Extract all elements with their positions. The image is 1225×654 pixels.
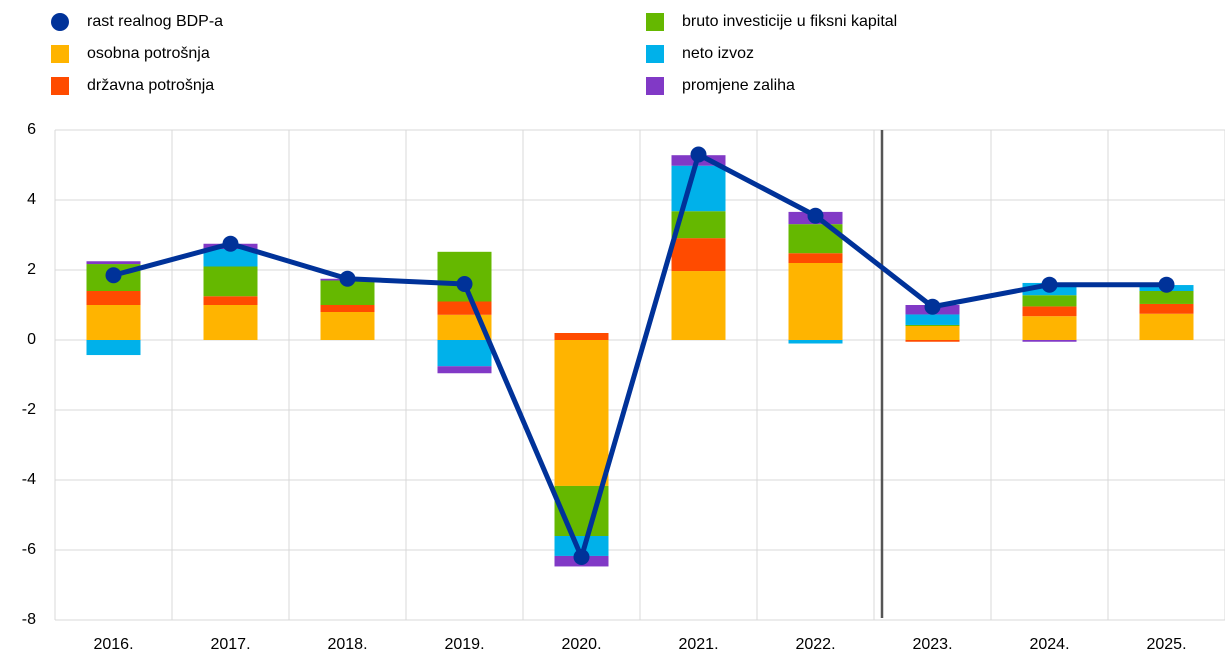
legend-marker <box>51 45 69 63</box>
line-point <box>573 549 590 565</box>
line-point <box>1158 276 1175 293</box>
y-tick-label: 0 <box>27 331 36 348</box>
legend-marker <box>51 77 69 95</box>
bar-segment <box>554 340 609 486</box>
line-point <box>1041 276 1058 293</box>
y-tick-label: 4 <box>27 191 36 208</box>
line-point <box>222 235 239 252</box>
legend-label: promjene zaliha <box>682 77 795 94</box>
line-point <box>807 207 824 224</box>
bar-segment <box>203 266 258 297</box>
bar-segment <box>1022 316 1077 340</box>
bar-segment <box>788 263 843 340</box>
bar-segment <box>788 253 843 263</box>
x-tick-label: 2023. <box>912 636 952 653</box>
x-tick-label: 2016. <box>93 636 133 653</box>
bar-segment <box>86 291 141 305</box>
bar-segment <box>437 301 492 315</box>
bar-segment <box>1022 306 1077 317</box>
bar-segment <box>554 536 609 556</box>
legend-label: bruto investicije u fiksni kapital <box>682 13 897 30</box>
legend-marker <box>646 77 664 95</box>
bars <box>86 155 1194 567</box>
x-tick-label: 2025. <box>1146 636 1186 653</box>
y-tick-label: -8 <box>22 611 36 628</box>
bar-segment <box>1139 291 1194 304</box>
bar-segment <box>905 326 960 340</box>
bar-segment <box>320 312 375 340</box>
bar-segment <box>1139 313 1194 340</box>
x-tick-label: 2017. <box>210 636 250 653</box>
bar-segment <box>86 261 141 265</box>
bar-segment <box>203 249 258 267</box>
bar-segment <box>905 340 960 342</box>
x-tick-label: 2018. <box>327 636 367 653</box>
bar-segment <box>203 296 258 305</box>
y-tick-label: 2 <box>27 261 36 278</box>
y-tick-label: 6 <box>27 121 36 138</box>
line-point <box>339 270 356 287</box>
bar-segment <box>203 305 258 340</box>
legend-label: rast realnog BDP-a <box>87 13 223 30</box>
line-point <box>924 298 941 315</box>
legend-marker <box>646 45 664 63</box>
bar-segment <box>671 271 726 340</box>
legend-marker <box>51 13 69 31</box>
bar-segment <box>437 366 492 374</box>
bar-segment <box>554 333 609 340</box>
bar-segment <box>671 238 726 272</box>
x-tick-label: 2020. <box>561 636 601 653</box>
line-point <box>105 267 122 284</box>
legend-label: neto izvoz <box>682 45 754 62</box>
line-point <box>456 276 473 292</box>
bar-segment <box>86 305 141 340</box>
bar-segment <box>788 340 843 344</box>
grid: -8 -6 -4 -2 0 2 4 6 2016. 2017. 2018. 2019. 2020. 202… <box>22 121 1225 653</box>
y-tick-label: -2 <box>22 401 36 418</box>
legend-label: osobna potrošnja <box>87 45 210 62</box>
bar-segment <box>1022 295 1077 307</box>
x-tick-label: 2019. <box>444 636 484 653</box>
bar-segment <box>86 340 141 356</box>
bar-segment <box>1022 340 1077 342</box>
bar-segment <box>671 165 726 212</box>
legend-marker <box>646 13 664 31</box>
line-point <box>690 146 707 163</box>
bar-segment <box>437 340 492 367</box>
bar-segment <box>905 324 960 326</box>
bar-segment <box>1139 303 1194 314</box>
y-tick-label: -4 <box>22 471 36 488</box>
bar-segment <box>905 314 960 325</box>
legend <box>51 13 69 31</box>
bar-segment <box>320 305 375 312</box>
x-tick-label: 2024. <box>1029 636 1069 653</box>
x-tick-label: 2021. <box>678 636 718 653</box>
lines: rast realnog BDP-a osobna potrošnja državn… <box>51 13 1175 565</box>
x-tick-label: 2022. <box>795 636 835 653</box>
line <box>112 152 1167 560</box>
legend-label: državna potrošnja <box>87 77 214 94</box>
y-tick-label: -6 <box>22 541 36 558</box>
